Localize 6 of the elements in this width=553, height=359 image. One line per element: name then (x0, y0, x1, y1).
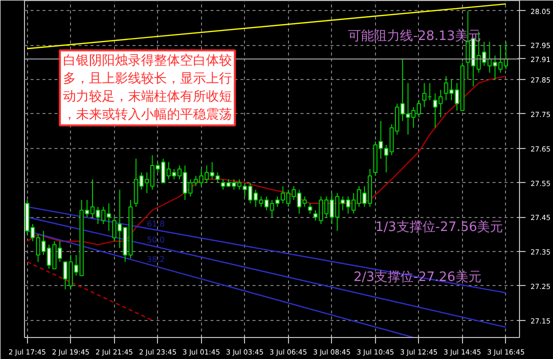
series-label: 38.2 (146, 254, 165, 264)
annotation: 白银阴阳烛录得整体空白体较多，且上影线较长，显示上行动力较足，末端柱体有所收短，未来或转入小幅的平稳震荡 (62, 53, 232, 122)
series-label: 61.8 (146, 219, 165, 228)
series-label: 50.0 (146, 236, 165, 245)
annotation: 1/3支撑位-27.56美元 (375, 218, 504, 235)
candlestick (308, 202, 312, 214)
